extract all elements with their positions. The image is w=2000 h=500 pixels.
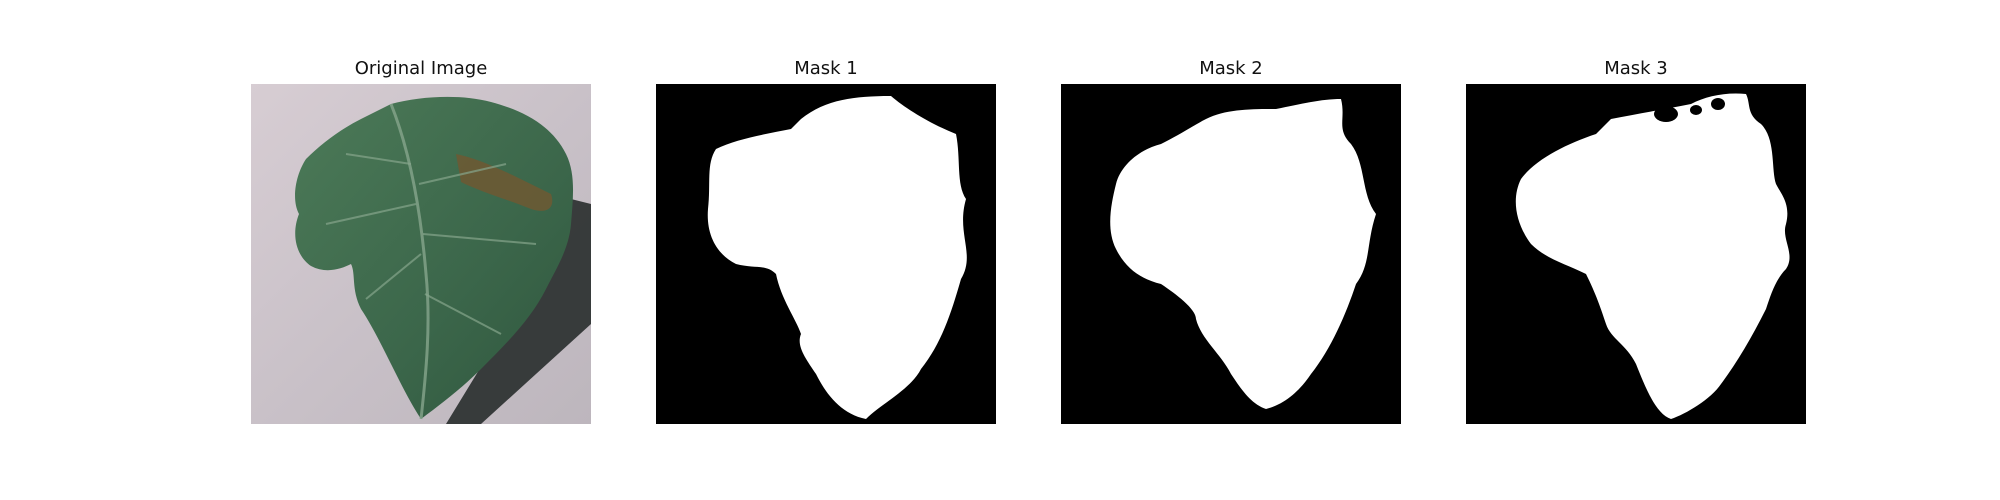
original-leaf-photo bbox=[251, 84, 591, 424]
leaf-lesion bbox=[456, 154, 553, 211]
original-image-title: Original Image bbox=[354, 58, 488, 79]
mask-2-region bbox=[1110, 99, 1376, 409]
leaf-vein bbox=[325, 203, 417, 225]
mask-3-title: Mask 3 bbox=[1604, 58, 1668, 79]
mask-1-image bbox=[656, 84, 996, 424]
mask-1-region bbox=[707, 96, 967, 419]
original-image-panel: Original Image bbox=[251, 0, 591, 500]
mask-3-hole bbox=[1654, 106, 1678, 122]
mask-2-panel: Mask 2 bbox=[1061, 0, 1401, 500]
leaf-vein bbox=[422, 233, 537, 245]
mask-3-hole bbox=[1711, 98, 1725, 110]
mask-1-panel: Mask 1 bbox=[656, 0, 996, 500]
mask-2-speck bbox=[1211, 274, 1218, 279]
mask-2-image bbox=[1061, 84, 1401, 424]
mask-3-panel: Mask 3 bbox=[1466, 0, 1806, 500]
leaf-vein bbox=[418, 163, 507, 185]
mask-3-region bbox=[1515, 93, 1790, 420]
leaf-vein bbox=[365, 253, 422, 300]
mask-3-image bbox=[1466, 84, 1806, 424]
leaf-vein bbox=[345, 153, 412, 165]
mask-1-title: Mask 1 bbox=[794, 58, 858, 79]
leaf-midrib bbox=[389, 103, 430, 420]
mask-3-hole bbox=[1690, 105, 1702, 115]
leaf-vein bbox=[424, 293, 502, 335]
mask-2-title: Mask 2 bbox=[1199, 58, 1263, 79]
